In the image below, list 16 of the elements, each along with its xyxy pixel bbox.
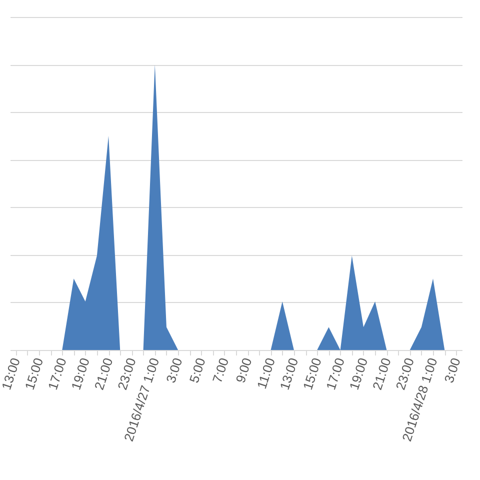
x-tick-label: 19:00 <box>68 356 92 392</box>
x-tick-label: 9:00 <box>232 356 255 385</box>
x-tick-label: 21:00 <box>91 356 116 392</box>
x-tick-label: 11:00 <box>254 356 278 391</box>
x-tick-label: 21:00 <box>370 356 394 392</box>
x-tick-label: 13:00 <box>0 356 23 392</box>
x-tick-label: 15:00 <box>300 356 324 392</box>
x-tick-label: 15:00 <box>22 356 46 392</box>
x-tick-label: 3:00 <box>441 356 464 385</box>
x-tick-label: 17:00 <box>44 356 70 392</box>
x-tick-label: 3:00 <box>163 356 186 385</box>
x-tick-label: 5:00 <box>186 356 208 385</box>
x-tick-label: 17:00 <box>323 356 348 392</box>
x-tick-label: 19:00 <box>346 356 371 392</box>
x-tick-label: 13:00 <box>276 356 302 392</box>
x-tick-label: 7:00 <box>209 356 232 385</box>
